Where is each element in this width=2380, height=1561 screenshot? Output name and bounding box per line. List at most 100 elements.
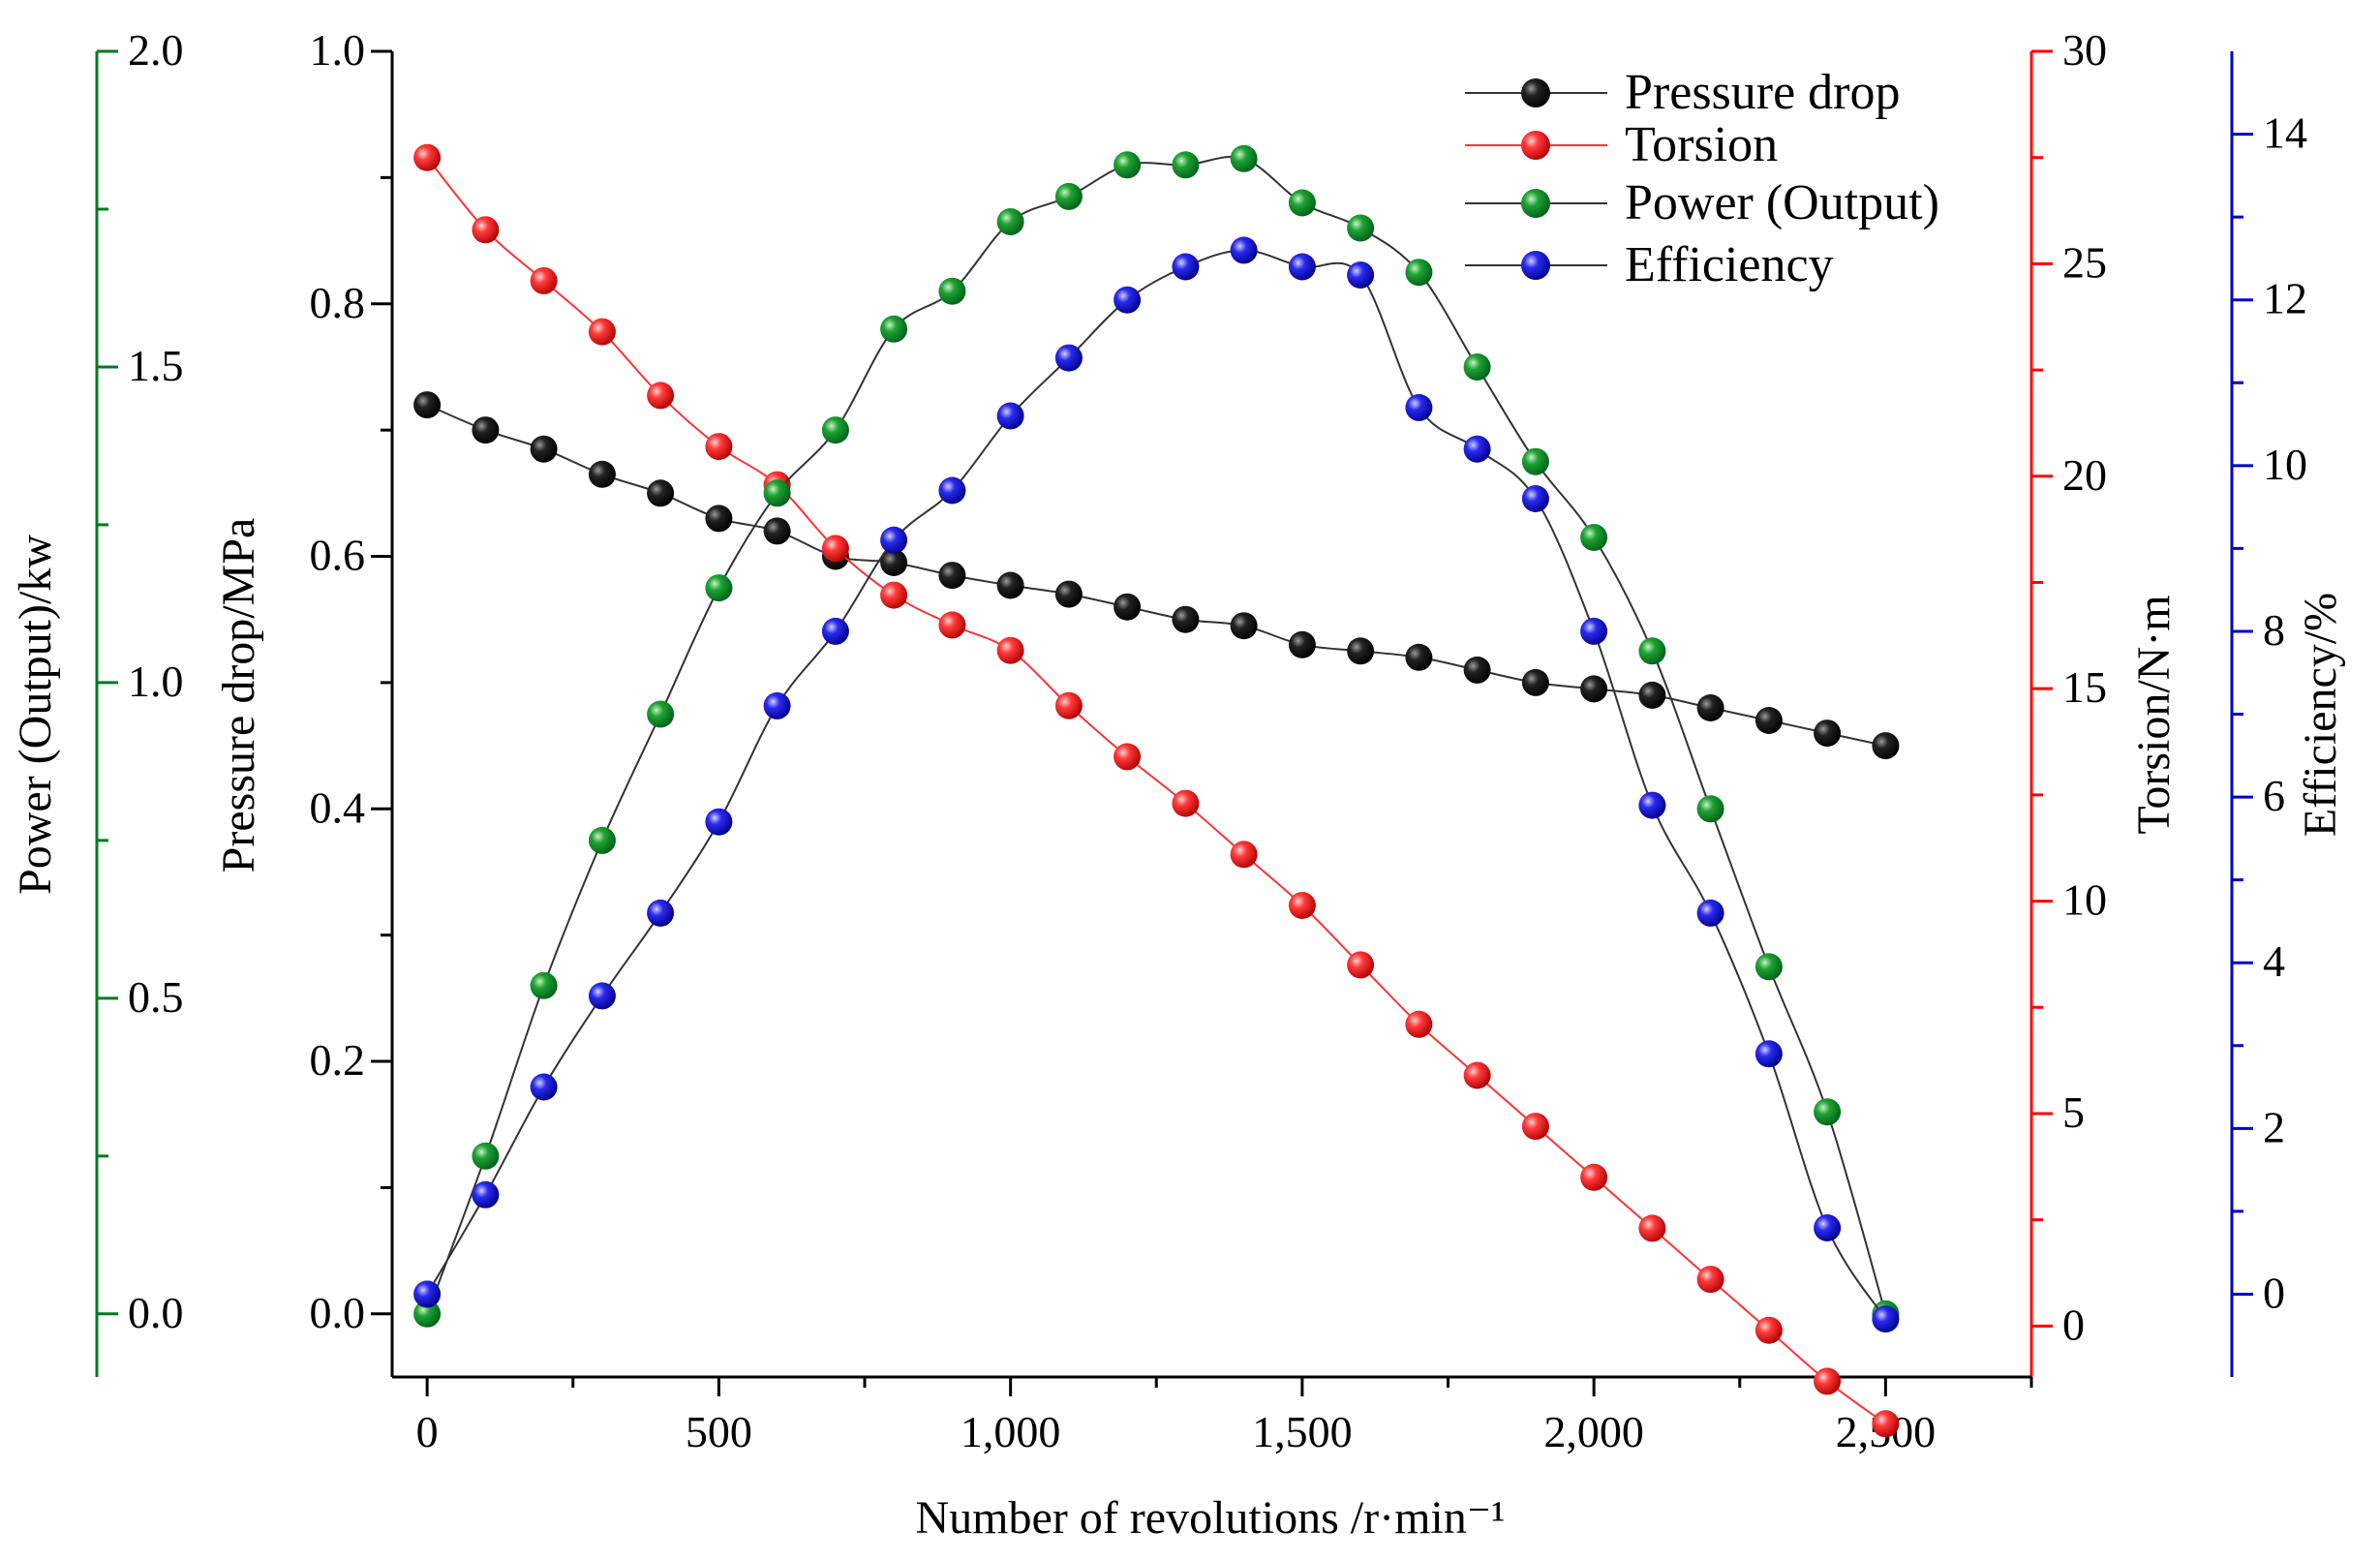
data-point-power-1800	[1463, 353, 1491, 381]
data-point-torsion-1600	[1347, 951, 1375, 979]
data-point-efficiency-300	[588, 982, 616, 1010]
data-point-power-1700	[1405, 259, 1433, 287]
efficiency-tick-label-8: 8	[2263, 605, 2285, 655]
data-point-efficiency-1000	[996, 402, 1024, 430]
torsion-tick-label-5: 5	[2062, 1087, 2085, 1137]
data-point-pressure-1200	[1114, 593, 1142, 621]
pressure-tick-label-1-0: 1.0	[310, 25, 366, 75]
data-point-power-600	[763, 479, 791, 507]
data-point-torsion-2200	[1696, 1266, 1724, 1294]
series-efficiency	[413, 236, 1900, 1333]
data-point-power-0	[413, 1300, 442, 1328]
x-tick-label-1-000: 1,000	[961, 1407, 1061, 1456]
data-point-efficiency-1100	[1054, 344, 1083, 372]
data-point-efficiency-700	[821, 617, 849, 645]
efficiency-axis: 0 2 4 6 8 10 12 14 Efficiency/%	[2230, 51, 2346, 1377]
pressure-tick-label-0-0: 0.0	[310, 1288, 366, 1337]
data-point-power-700	[821, 416, 849, 444]
data-point-pressure-400	[647, 479, 675, 507]
data-point-pressure-2100	[1638, 681, 1666, 709]
data-point-torsion-400	[647, 382, 675, 410]
pressure-tick-label-0-8: 0.8	[310, 278, 366, 327]
data-point-torsion-300	[588, 318, 616, 346]
data-point-power-300	[588, 826, 616, 854]
x-axis-title: Number of revolutions /r·min⁻¹	[916, 1492, 1506, 1544]
power-axis-ticks: 0.0 0.5 1.0 1.5 2.0	[97, 25, 184, 1337]
data-point-torsion-2500	[1872, 1410, 1900, 1438]
legend-marker-pressure	[1521, 78, 1550, 107]
data-point-torsion-700	[821, 535, 849, 563]
legend-label-efficiency: Efficiency	[1625, 237, 1834, 292]
data-point-efficiency-1900	[1521, 485, 1549, 512]
efficiency-tick-label-14: 14	[2263, 108, 2307, 158]
series-line-efficiency	[426, 249, 1887, 1320]
x-tick-label-1-500: 1,500	[1252, 1407, 1353, 1456]
data-point-power-100	[472, 1142, 500, 1170]
data-point-pressure-2400	[1814, 719, 1842, 748]
data-point-torsion-2300	[1754, 1316, 1783, 1344]
data-point-torsion-800	[880, 581, 908, 609]
data-point-power-1400	[1230, 144, 1258, 172]
power-tick-label-1-0: 1.0	[128, 657, 184, 706]
power-axis-title: Power (Output)/kw	[10, 535, 61, 895]
pressure-axis: 0.0 0.2 0.4 0.6 0.8 1.0 Pressure drop/MPa	[213, 25, 394, 1377]
data-point-efficiency-1800	[1463, 435, 1491, 463]
data-point-power-1100	[1054, 182, 1083, 210]
data-point-torsion-500	[705, 433, 733, 461]
data-point-power-1000	[996, 208, 1024, 235]
efficiency-tick-label-4: 4	[2263, 936, 2285, 986]
efficiency-tick-label-6: 6	[2263, 771, 2285, 820]
data-point-power-400	[647, 700, 675, 728]
torsion-tick-label-25: 25	[2062, 237, 2107, 287]
power-tick-label-1-5: 1.5	[128, 341, 184, 390]
legend-marker-power	[1521, 189, 1550, 218]
legend-item-pressure: Pressure drop	[1465, 65, 1901, 120]
data-point-torsion-100	[472, 216, 500, 244]
torsion-tick-label-30: 30	[2062, 25, 2107, 75]
data-point-efficiency-0	[413, 1280, 442, 1308]
torsion-axis-title: Torsion/N·m	[2128, 595, 2180, 834]
data-point-power-1200	[1114, 151, 1142, 179]
data-point-efficiency-1700	[1405, 393, 1433, 421]
data-point-torsion-1200	[1114, 743, 1142, 771]
data-point-pressure-500	[705, 505, 733, 533]
torsion-tick-label-20: 20	[2062, 450, 2107, 500]
data-point-power-500	[705, 574, 733, 602]
x-tick-label-500: 500	[686, 1407, 752, 1456]
x-tick-label-0: 0	[416, 1407, 439, 1456]
data-point-pressure-1500	[1288, 630, 1316, 658]
efficiency-axis-ticks: 0 2 4 6 8 10 12 14	[2232, 108, 2307, 1317]
data-point-pressure-600	[763, 517, 791, 545]
data-point-torsion-2000	[1580, 1163, 1608, 1191]
power-tick-label-0-5: 0.5	[128, 972, 184, 1022]
data-point-efficiency-200	[530, 1073, 558, 1101]
data-point-pressure-1300	[1172, 605, 1200, 633]
series-power	[413, 144, 1900, 1328]
series-pressure	[413, 391, 1900, 760]
data-point-torsion-2400	[1814, 1367, 1842, 1395]
legend-label-torsion: Torsion	[1625, 117, 1778, 172]
data-point-efficiency-500	[705, 808, 733, 836]
data-point-pressure-2200	[1696, 694, 1724, 721]
x-tick-label-2-000: 2,000	[1543, 1407, 1644, 1456]
data-point-pressure-1800	[1463, 656, 1491, 684]
data-point-efficiency-2100	[1638, 791, 1666, 819]
data-point-torsion-1400	[1230, 841, 1258, 869]
power-tick-label-0-0: 0.0	[128, 1288, 184, 1337]
torsion-tick-label-0: 0	[2062, 1300, 2085, 1349]
data-point-torsion-2100	[1638, 1214, 1666, 1242]
legend-marker-efficiency	[1521, 251, 1550, 280]
data-point-pressure-2300	[1754, 707, 1783, 734]
data-point-pressure-1900	[1521, 668, 1549, 696]
data-point-pressure-2500	[1872, 732, 1900, 760]
data-point-efficiency-2200	[1696, 899, 1724, 927]
data-point-torsion-1900	[1521, 1113, 1549, 1141]
legend-item-torsion: Torsion	[1465, 117, 1778, 172]
data-point-torsion-1500	[1288, 892, 1316, 919]
data-point-power-2300	[1754, 953, 1783, 981]
legend-label-power: Power (Output)	[1625, 175, 1939, 230]
data-point-power-2100	[1638, 637, 1666, 665]
series-line-pressure	[426, 404, 1886, 748]
